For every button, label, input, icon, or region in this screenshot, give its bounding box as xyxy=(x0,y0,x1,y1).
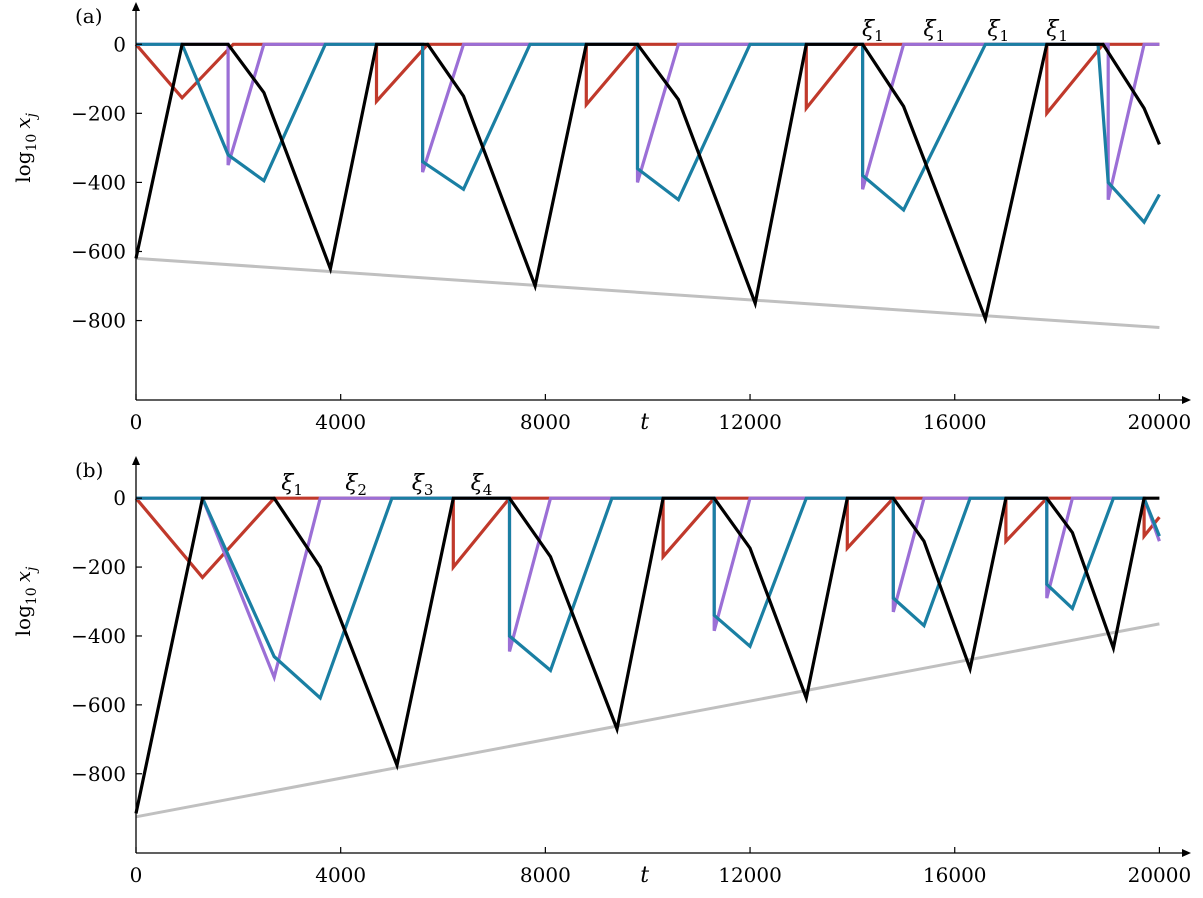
xi-annotation: ξ1 xyxy=(923,17,945,45)
xi-annotation: ξ2 xyxy=(345,471,367,499)
xi-annotation: ξ1 xyxy=(1046,17,1068,45)
y-tick-label: −800 xyxy=(71,309,126,333)
x-tick-label: 12000 xyxy=(718,863,782,887)
xi-annotation: ξ1 xyxy=(987,17,1009,45)
series-line-1 xyxy=(134,42,1160,118)
panel-label: (a) xyxy=(75,4,103,28)
y-tick-label: −600 xyxy=(71,693,126,717)
y-tick-label: −200 xyxy=(71,101,126,125)
x-tick-label: 4000 xyxy=(315,410,366,434)
y-tick-label: −400 xyxy=(71,170,126,194)
series-line-4 xyxy=(134,496,1160,814)
x-tick-label: 16000 xyxy=(923,863,987,887)
x-tick-label: 0 xyxy=(130,410,143,434)
xi-annotation: ξ4 xyxy=(471,471,493,499)
series-line-0 xyxy=(135,622,1160,819)
panel-0: 0 4000 8000 12000 16000 20000 t 0 −200 −400 −600 −8… xyxy=(11,2,1191,435)
x-tick-label: 0 xyxy=(130,863,143,887)
y-tick-label: −200 xyxy=(71,555,126,579)
x-axis-arrow xyxy=(1182,396,1191,404)
x-axis-arrow xyxy=(1182,849,1191,857)
series-line-2 xyxy=(136,42,1160,201)
y-tick-label: −600 xyxy=(71,239,126,263)
x-tick-label: 8000 xyxy=(520,863,571,887)
y-tick-label: −400 xyxy=(71,624,126,648)
series-line-4 xyxy=(134,42,1161,325)
x-axis-title: t xyxy=(640,410,649,435)
panel-label: (b) xyxy=(75,458,103,482)
xi-annotation: ξ1 xyxy=(281,471,303,499)
y-tick-label: −800 xyxy=(71,762,126,786)
y-axis-arrow xyxy=(132,2,140,11)
x-tick-label: 16000 xyxy=(923,410,987,434)
y-axis-title: log10xj xyxy=(11,566,40,636)
y-axis-title: log10xj xyxy=(11,112,40,182)
xi-annotation: ξ1 xyxy=(862,17,884,45)
x-axis-title: t xyxy=(640,863,649,888)
x-tick-label: 12000 xyxy=(718,410,782,434)
series-line-0 xyxy=(135,256,1160,329)
x-tick-label: 20000 xyxy=(1128,410,1192,434)
y-axis-arrow xyxy=(132,456,140,465)
panel-1: 0 4000 8000 12000 16000 20000 t 0 −200 −400 −600 −8… xyxy=(11,456,1191,888)
series-line-3 xyxy=(136,496,1161,701)
series-line-3 xyxy=(136,42,1161,225)
x-tick-label: 20000 xyxy=(1128,863,1192,887)
y-tick-label: 0 xyxy=(113,32,126,56)
x-tick-label: 8000 xyxy=(520,410,571,434)
series-line-1 xyxy=(134,496,1161,580)
x-tick-label: 4000 xyxy=(315,863,366,887)
xi-annotation: ξ3 xyxy=(412,471,434,499)
series-line-2 xyxy=(136,496,1161,683)
y-tick-label: 0 xyxy=(113,486,126,510)
